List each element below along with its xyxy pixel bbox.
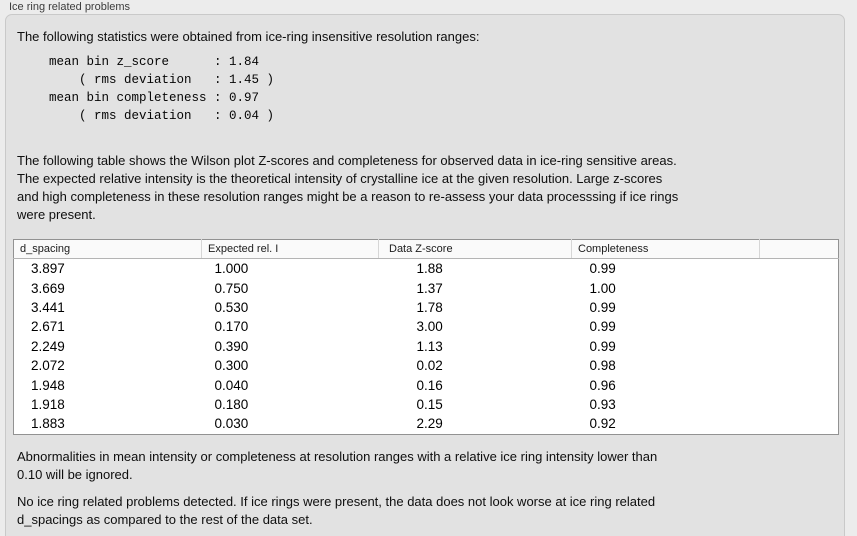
table-cell: 0.02 <box>416 358 443 374</box>
table-cell: 0.99 <box>589 261 616 277</box>
table-cell: 0.99 <box>589 319 616 335</box>
column-header-completeness[interactable]: Completeness <box>571 239 760 259</box>
table-cell: 1.000 <box>214 261 249 277</box>
table-cell-empty <box>760 278 839 297</box>
table-cell-empty <box>760 259 839 279</box>
table-cell: 1.918 <box>31 396 65 412</box>
table-row[interactable]: 2.671 0.170 3.00 0.99 <box>14 317 839 336</box>
table-cell: 2.249 <box>31 338 65 354</box>
table-cell: 1.37 <box>416 280 443 296</box>
table-cell-empty <box>760 337 839 356</box>
table-cell: 1.883 <box>31 416 65 432</box>
table-cell: 0.96 <box>589 377 616 393</box>
table-cell: 0.98 <box>589 358 616 374</box>
table-cell-empty <box>760 375 839 394</box>
table-cell: 0.390 <box>214 338 249 354</box>
table-cell: 0.99 <box>589 338 616 354</box>
table-cell: 0.92 <box>589 416 616 432</box>
table-row[interactable]: 1.918 0.180 0.15 0.93 <box>14 395 839 414</box>
column-header-expected-rel-i[interactable]: Expected rel. I <box>201 239 379 259</box>
ice-ring-table-body: 3.897 1.000 1.88 0.99 3.669 0.750 1.37 1.00 3.44… <box>14 259 839 435</box>
table-cell: 0.300 <box>214 358 249 374</box>
table-description-text: The following table shows the Wilson plo… <box>17 153 679 222</box>
ice-ring-table-container[interactable]: d_spacing Expected rel. I Data Z-score C… <box>13 239 839 435</box>
table-header-row: d_spacing Expected rel. I Data Z-score C… <box>13 239 839 259</box>
table-cell: 0.170 <box>214 319 249 335</box>
table-cell: 1.948 <box>31 377 65 393</box>
table-cell: 0.16 <box>416 377 443 393</box>
table-row[interactable]: 3.441 0.530 1.78 0.99 <box>14 298 839 317</box>
note-text: Abnormalities in mean intensity or compl… <box>17 448 658 482</box>
table-cell-empty <box>760 414 839 434</box>
table-cell: 3.441 <box>31 299 65 315</box>
table-cell: 0.040 <box>214 377 249 393</box>
table-cell-empty <box>760 395 839 414</box>
table-cell: 0.030 <box>214 416 249 432</box>
stats-block: mean bin z_score : 1.84 ( rms deviation … <box>49 55 275 123</box>
table-cell-empty <box>760 317 839 336</box>
table-cell: 2.29 <box>416 416 443 432</box>
table-cell: 0.180 <box>214 396 249 412</box>
column-header-d-spacing[interactable]: d_spacing <box>13 239 202 259</box>
table-cell: 1.13 <box>416 338 443 354</box>
table-cell: 0.750 <box>214 280 249 296</box>
table-row[interactable]: 3.897 1.000 1.88 0.99 <box>14 259 839 279</box>
table-cell: 3.669 <box>31 280 65 296</box>
table-row[interactable]: 1.883 0.030 2.29 0.92 <box>14 414 839 434</box>
table-row[interactable]: 1.948 0.040 0.16 0.96 <box>14 375 839 394</box>
table-row[interactable]: 2.072 0.300 0.02 0.98 <box>14 356 839 375</box>
conclusion-text: No ice ring related problems detected. I… <box>17 493 656 527</box>
intro-text: The following statistics were obtained f… <box>17 29 480 44</box>
table-cell-empty <box>760 356 839 375</box>
table-cell: 1.78 <box>416 299 443 315</box>
table-cell: 2.072 <box>31 358 65 374</box>
ice-ring-groupbox: The following statistics were obtained f… <box>5 14 845 536</box>
table-cell: 1.88 <box>416 261 443 277</box>
table-cell-empty <box>760 298 839 317</box>
table-cell: 0.15 <box>416 396 443 412</box>
table-row[interactable]: 2.249 0.390 1.13 0.99 <box>14 337 839 356</box>
table-cell: 0.99 <box>589 299 616 315</box>
table-cell: 0.530 <box>214 299 249 315</box>
ice-ring-table: d_spacing Expected rel. I Data Z-score C… <box>13 239 839 435</box>
column-header-data-z-score[interactable]: Data Z-score <box>378 239 572 259</box>
table-cell: 3.897 <box>31 261 65 277</box>
groupbox-content: The following statistics were obtained f… <box>6 15 844 529</box>
column-header-empty[interactable] <box>759 239 839 259</box>
table-cell: 1.00 <box>589 280 616 296</box>
table-row[interactable]: 3.669 0.750 1.37 1.00 <box>14 278 839 297</box>
table-cell: 3.00 <box>416 319 443 335</box>
table-cell: 0.93 <box>589 396 616 412</box>
groupbox-title: Ice ring related problems <box>9 1 131 13</box>
table-cell: 2.671 <box>31 319 65 335</box>
